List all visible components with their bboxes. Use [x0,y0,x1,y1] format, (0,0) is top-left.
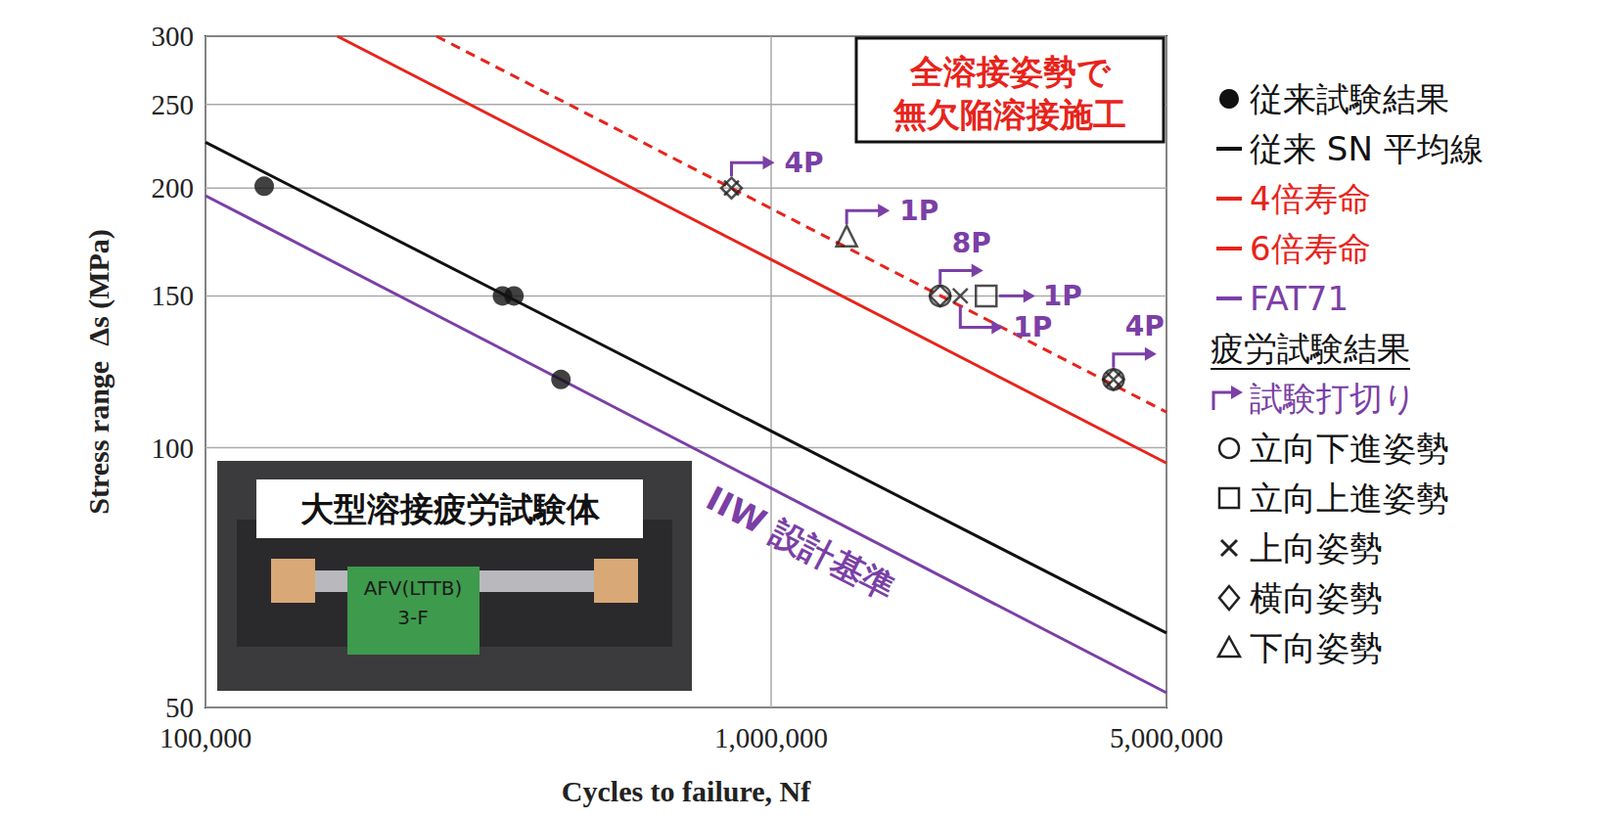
svg-text:3-F: 3-F [397,605,428,630]
svg-text:8P: 8P [952,227,992,260]
svg-text:1,000,000: 1,000,000 [714,722,828,754]
svg-text:下向姿勢: 下向姿勢 [1249,628,1383,668]
svg-text:AFV(LTTB): AFV(LTTB) [364,576,463,600]
svg-text:5,000,000: 5,000,000 [1109,722,1224,754]
svg-text:50: 50 [165,691,194,724]
svg-text:横向姿勢: 横向姿勢 [1249,578,1383,618]
svg-text:100,000: 100,000 [159,722,252,754]
svg-text:4倍寿命: 4倍寿命 [1249,179,1372,219]
svg-text:IIW 設計基準: IIW 設計基準 [699,478,901,608]
svg-text:250: 250 [151,89,195,121]
svg-text:試験打切り: 試験打切り [1249,378,1418,418]
svg-text:従来 SN 平均線: 従来 SN 平均線 [1249,129,1484,169]
svg-text:疲労試験結果: 疲労試験結果 [1210,328,1411,368]
svg-text:4P: 4P [1125,310,1165,343]
svg-text:Stress range Δs (MPa): Stress range Δs (MPa) [82,228,116,515]
svg-text:全溶接姿勢で: 全溶接姿勢で [909,51,1112,92]
svg-text:従来試験結果: 従来試験結果 [1249,79,1450,119]
svg-text:1P: 1P [1043,279,1083,313]
svg-text:上向姿勢: 上向姿勢 [1249,528,1383,568]
svg-text:300: 300 [151,20,195,52]
svg-text:FAT71: FAT71 [1249,278,1349,319]
svg-text:6倍寿命: 6倍寿命 [1249,228,1372,269]
svg-text:150: 150 [151,279,195,312]
svg-text:1P: 1P [1012,311,1052,344]
svg-text:200: 200 [151,172,195,204]
svg-text:立向上進姿勢: 立向上進姿勢 [1249,478,1450,518]
svg-text:無欠陥溶接施工: 無欠陥溶接施工 [892,94,1127,135]
svg-text:立向下進姿勢: 立向下進姿勢 [1249,428,1450,468]
svg-text:大型溶接疲労試験体: 大型溶接疲労試験体 [300,489,601,529]
svg-text:Cycles to failure, Nf: Cycles to failure, Nf [561,775,812,808]
svg-text:1P: 1P [899,194,939,228]
svg-text:100: 100 [151,432,195,464]
svg-text:4P: 4P [783,146,823,180]
